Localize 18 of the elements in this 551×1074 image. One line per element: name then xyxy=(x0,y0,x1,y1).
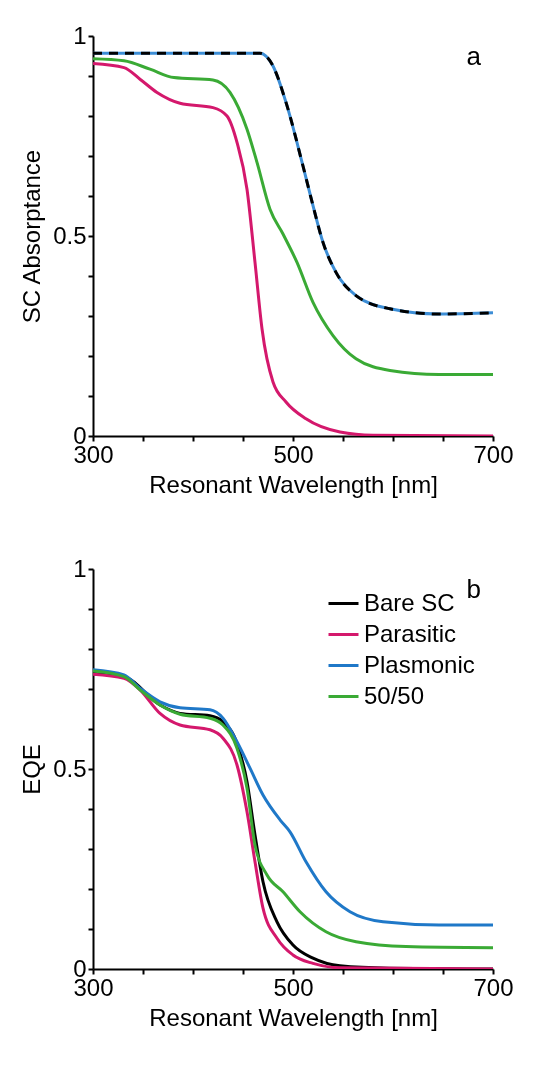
legend-label: Plasmonic xyxy=(364,650,475,678)
annotation: a xyxy=(466,41,482,71)
y-axis-title: SC Absorptance xyxy=(18,149,46,324)
y-tick-label: 1 xyxy=(73,21,87,49)
x-axis-title: Resonant Wavelength [nm] xyxy=(149,1003,438,1031)
y-tick-label: 0.5 xyxy=(53,754,87,782)
x-tick-label: 700 xyxy=(473,440,514,468)
x-tick-label: 500 xyxy=(273,973,314,1001)
legend-label: Bare SC xyxy=(364,588,455,616)
y-axis-title: EQE xyxy=(18,744,46,795)
annotation: b xyxy=(466,574,481,604)
x-axis-title: Resonant Wavelength [nm] xyxy=(149,470,438,498)
x-tick-label: 500 xyxy=(273,440,314,468)
x-tick-label: 700 xyxy=(473,973,514,1001)
y-tick-label: 1 xyxy=(73,554,87,582)
legend-label: 50/50 xyxy=(364,681,425,709)
legend-label: Parasitic xyxy=(364,619,457,647)
y-tick-label: 0.5 xyxy=(53,221,87,249)
